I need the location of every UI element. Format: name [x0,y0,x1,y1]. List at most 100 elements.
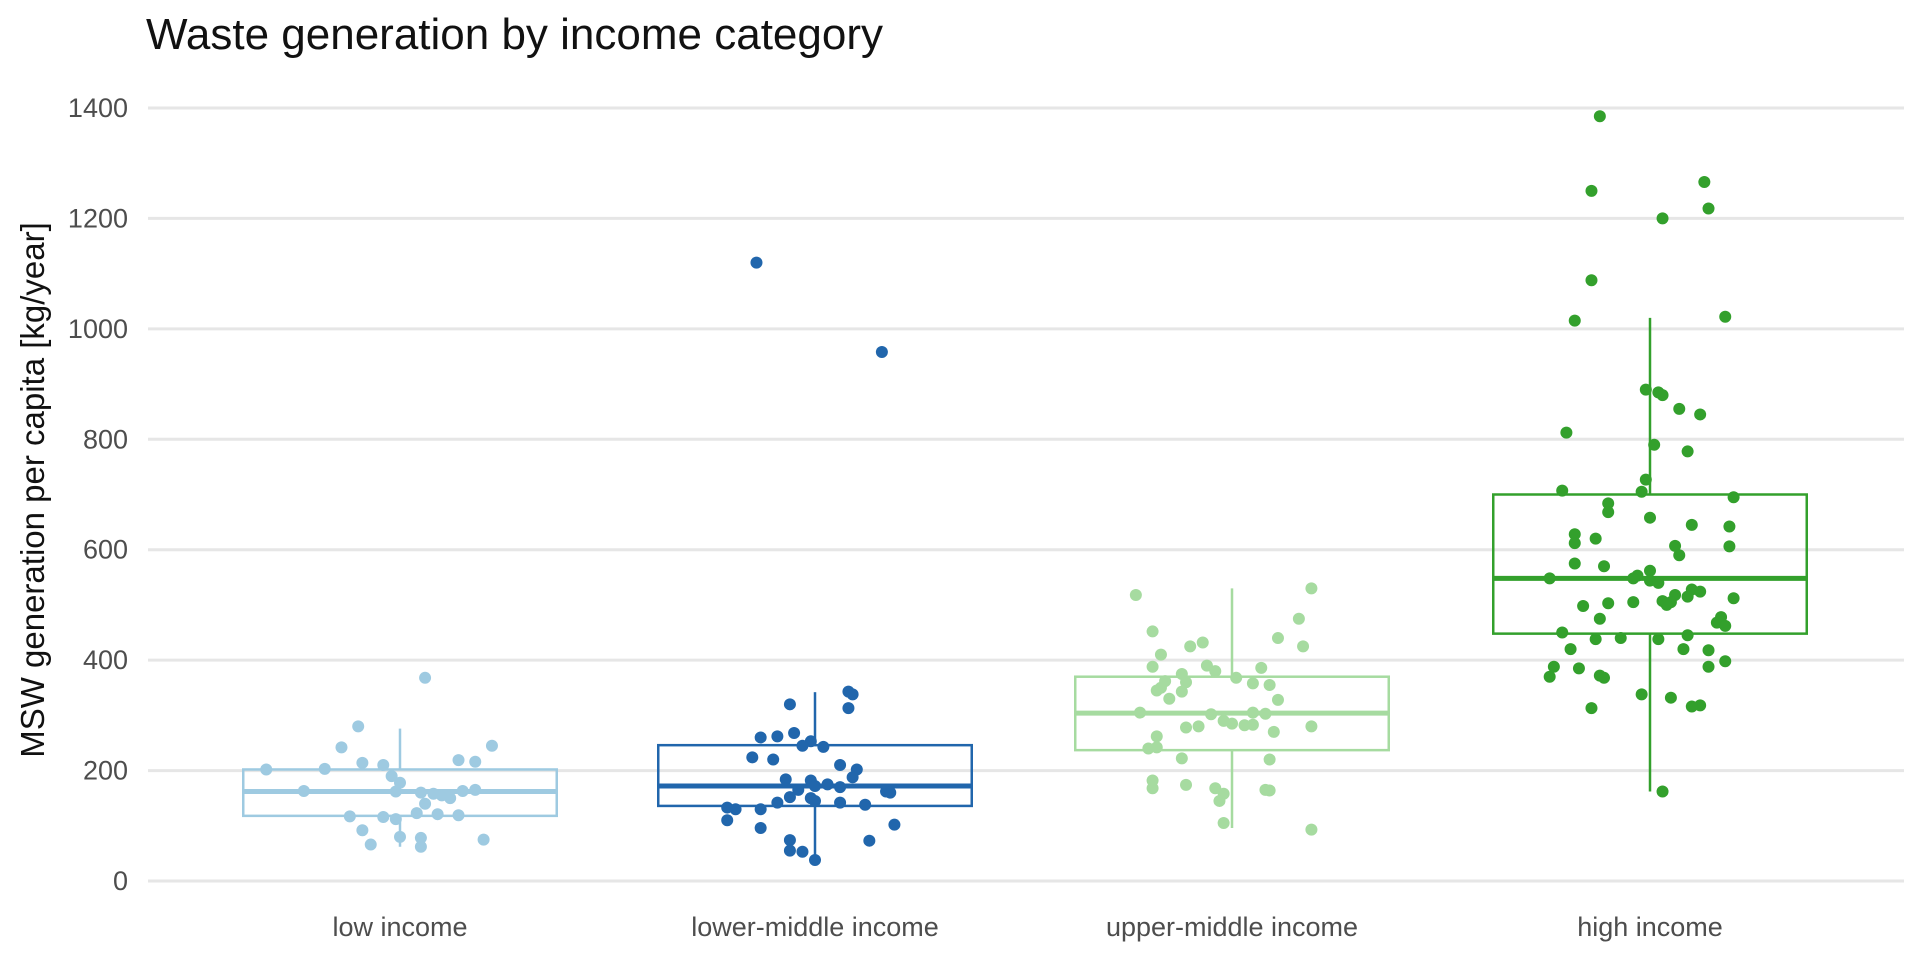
data-point [1305,720,1318,733]
data-point [1702,202,1715,215]
data-point [1246,706,1259,719]
data-point [414,831,427,844]
data-point [788,727,801,740]
data-point [834,759,847,772]
data-point [1685,700,1698,713]
data-point [1263,753,1276,766]
data-point [1585,184,1598,197]
data-point [410,807,423,820]
data-point [469,755,482,768]
y-tick-label: 200 [83,756,128,786]
data-point [1163,692,1176,705]
data-point [1589,532,1602,545]
data-point [1271,632,1284,645]
data-point [377,759,390,772]
data-point [377,810,390,823]
data-point [809,854,821,867]
y-axis: 0 200 400 600 800 1000 1200 1400 [68,93,128,896]
x-tick-label: low income [332,912,467,942]
data-point [1719,619,1732,632]
data-point [1635,485,1648,498]
data-point [469,783,482,796]
data-point [1602,506,1615,519]
data-point [1259,707,1272,720]
data-point [1305,823,1318,836]
box-layer [242,317,1808,861]
data-point [1593,612,1606,625]
data-point [783,834,796,847]
data-point [1255,661,1268,674]
data-point [1205,708,1218,721]
data-point [767,753,780,766]
data-point [1180,676,1193,689]
data-point [1543,572,1556,585]
data-point [1681,445,1694,458]
data-point [1727,592,1740,605]
data-point [1656,389,1669,402]
data-point [477,833,490,846]
data-point [1213,794,1226,807]
data-point [842,702,855,715]
data-point [1543,670,1556,683]
data-point [1226,717,1238,730]
data-point [1702,644,1715,657]
data-point [364,838,377,851]
data-point [297,785,310,798]
data-point [729,803,742,816]
data-point [1568,528,1581,541]
data-point [1230,671,1243,684]
data-point [1669,539,1682,552]
data-point [1614,632,1627,645]
x-axis: low income lower-middle income upper-middl… [332,912,1722,942]
data-point [1192,720,1205,733]
data-point [1134,706,1147,719]
data-point [771,730,784,743]
data-point [746,751,759,764]
data-point [1589,633,1602,646]
data-point [1652,576,1665,589]
data-point [1180,721,1193,734]
data-point [1560,426,1573,439]
x-tick-label: lower-middle income [691,912,939,942]
data-point [1175,685,1188,698]
data-point [1564,643,1577,656]
data-point [754,731,767,744]
data-point [846,688,859,701]
data-point [1217,817,1230,830]
data-point [1602,597,1615,610]
data-point [1246,677,1259,690]
box [1492,493,1808,635]
data-point [1660,598,1673,611]
data-point [1673,402,1686,415]
data-point [1639,383,1652,396]
data-point [721,814,734,827]
y-axis-title: MSW generation per capita [kg/year] [14,222,51,758]
data-point [1602,497,1615,510]
data-point [888,818,901,831]
data-point [809,780,821,793]
data-point [1648,438,1661,451]
data-point [1568,537,1581,550]
data-point [821,778,834,791]
data-point [1598,671,1611,684]
data-point [750,256,763,269]
data-point [1727,491,1740,504]
data-point [1577,600,1590,613]
y-tick-label: 1000 [68,314,128,344]
data-point [1681,590,1694,603]
data-point [783,844,796,857]
data-point [431,808,444,821]
data-point [1635,688,1648,701]
data-point [356,756,369,769]
data-point [1639,473,1652,486]
y-tick-label: 1400 [68,93,128,123]
data-point [1656,785,1669,798]
data-point [809,794,821,807]
data-point [1146,782,1159,795]
data-point [1694,408,1707,421]
data-point [394,830,406,843]
data-point [834,796,847,809]
data-point [754,821,767,834]
data-point [1685,518,1698,531]
